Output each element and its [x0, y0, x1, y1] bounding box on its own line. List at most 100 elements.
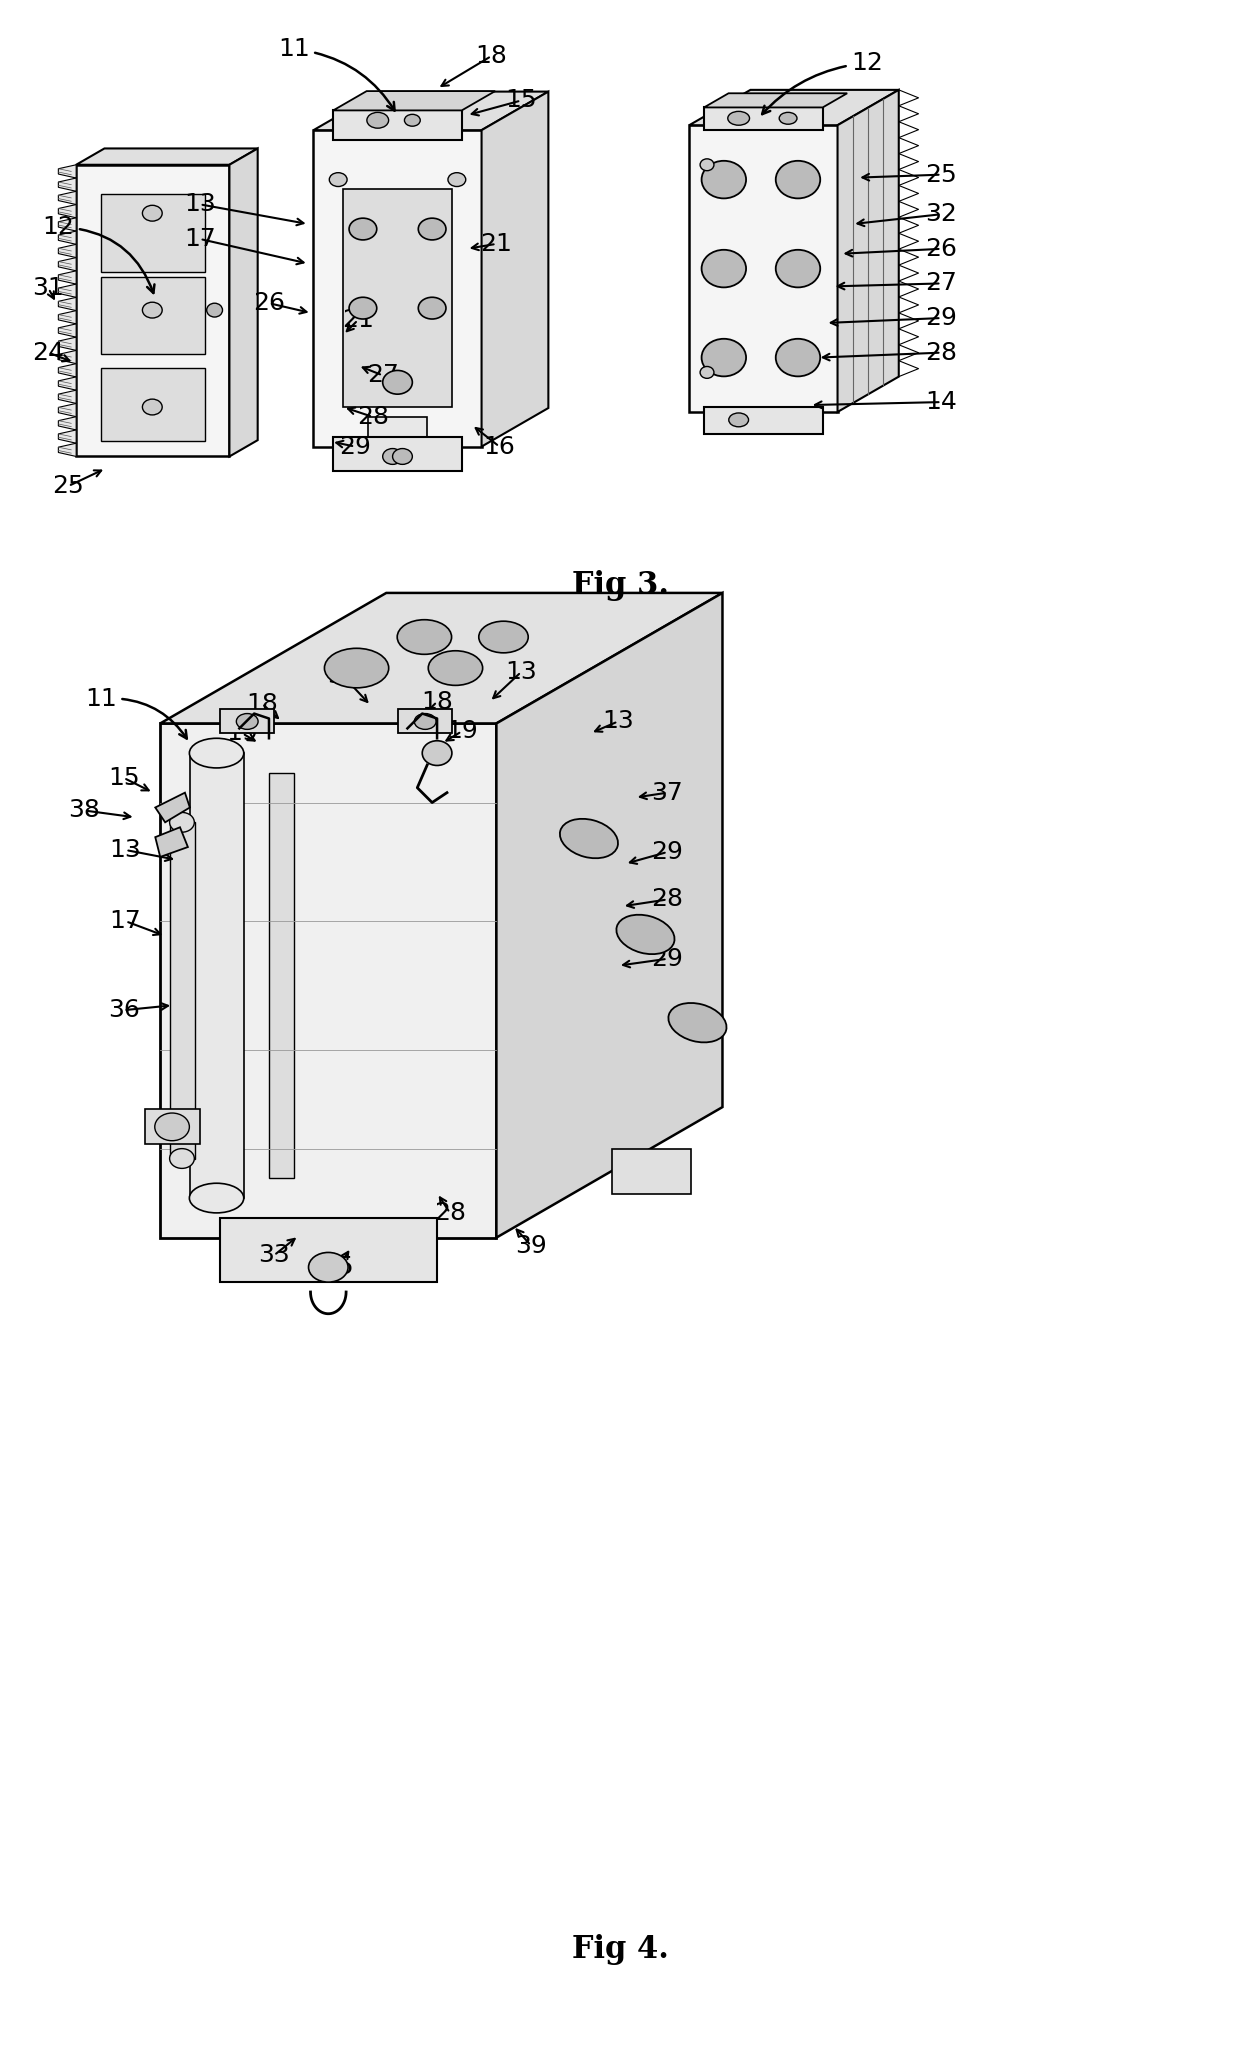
- Bar: [368, 417, 428, 466]
- Polygon shape: [58, 444, 76, 456]
- Text: Fig 4.: Fig 4.: [572, 1935, 668, 1966]
- Text: 38: 38: [68, 799, 100, 822]
- Polygon shape: [58, 403, 76, 417]
- Ellipse shape: [776, 160, 820, 199]
- Polygon shape: [58, 244, 76, 257]
- Ellipse shape: [668, 1002, 727, 1041]
- Polygon shape: [334, 438, 461, 470]
- Ellipse shape: [207, 304, 222, 316]
- Text: 18: 18: [475, 43, 507, 68]
- Polygon shape: [160, 723, 496, 1239]
- Text: 11: 11: [86, 686, 187, 739]
- Polygon shape: [334, 90, 495, 111]
- Polygon shape: [398, 709, 451, 733]
- Text: 16: 16: [484, 435, 516, 458]
- Polygon shape: [145, 1109, 200, 1144]
- Text: 29: 29: [339, 435, 371, 458]
- Ellipse shape: [428, 651, 482, 686]
- Polygon shape: [58, 417, 76, 429]
- Ellipse shape: [414, 713, 436, 729]
- Ellipse shape: [397, 620, 451, 655]
- Polygon shape: [58, 429, 76, 444]
- Ellipse shape: [779, 113, 797, 123]
- Ellipse shape: [237, 713, 258, 729]
- Polygon shape: [58, 164, 76, 179]
- Text: 21: 21: [342, 308, 374, 333]
- Ellipse shape: [330, 173, 347, 187]
- Ellipse shape: [701, 158, 714, 170]
- Polygon shape: [58, 351, 76, 364]
- Polygon shape: [704, 107, 822, 129]
- Polygon shape: [481, 92, 548, 446]
- Bar: [343, 189, 451, 407]
- Text: 14: 14: [925, 390, 957, 415]
- Text: 24: 24: [32, 341, 64, 366]
- Ellipse shape: [367, 113, 388, 127]
- Ellipse shape: [479, 620, 528, 653]
- Text: 15: 15: [506, 88, 537, 113]
- Ellipse shape: [350, 298, 377, 318]
- Text: 28: 28: [651, 887, 683, 912]
- Polygon shape: [704, 92, 847, 107]
- Ellipse shape: [190, 737, 244, 768]
- Polygon shape: [704, 407, 822, 433]
- Text: 12: 12: [42, 216, 155, 294]
- Text: 11: 11: [278, 37, 394, 111]
- Text: 34: 34: [327, 663, 360, 688]
- Polygon shape: [314, 92, 548, 129]
- Text: 37: 37: [651, 781, 683, 805]
- Ellipse shape: [155, 1113, 190, 1140]
- Polygon shape: [58, 218, 76, 230]
- Bar: [100, 368, 205, 442]
- Ellipse shape: [383, 448, 403, 464]
- Text: 25: 25: [925, 162, 957, 187]
- Polygon shape: [76, 148, 258, 164]
- Text: 28: 28: [925, 341, 957, 366]
- Text: 27: 27: [925, 271, 957, 296]
- Text: 39: 39: [515, 1234, 547, 1257]
- Ellipse shape: [423, 741, 451, 766]
- Ellipse shape: [143, 205, 162, 222]
- Polygon shape: [58, 337, 76, 351]
- Ellipse shape: [776, 339, 820, 376]
- Ellipse shape: [190, 1183, 244, 1214]
- Text: 29: 29: [925, 306, 957, 331]
- Text: 12: 12: [763, 51, 883, 115]
- Polygon shape: [58, 298, 76, 310]
- Polygon shape: [219, 709, 274, 733]
- Ellipse shape: [418, 218, 446, 240]
- Text: 29: 29: [651, 947, 683, 972]
- Text: 13: 13: [109, 838, 141, 863]
- Polygon shape: [229, 148, 258, 456]
- Ellipse shape: [143, 398, 162, 415]
- Ellipse shape: [616, 914, 675, 955]
- Polygon shape: [160, 594, 723, 723]
- Ellipse shape: [143, 302, 162, 318]
- Polygon shape: [58, 191, 76, 205]
- Polygon shape: [58, 271, 76, 283]
- Polygon shape: [58, 378, 76, 390]
- Polygon shape: [155, 828, 188, 857]
- Polygon shape: [613, 1150, 692, 1193]
- Ellipse shape: [170, 813, 195, 832]
- Polygon shape: [190, 754, 244, 1197]
- Text: 13: 13: [505, 659, 537, 684]
- Text: 15: 15: [108, 766, 139, 791]
- Ellipse shape: [418, 298, 446, 318]
- Text: 35: 35: [322, 1255, 353, 1280]
- Polygon shape: [58, 310, 76, 325]
- Text: 19: 19: [227, 721, 258, 746]
- Polygon shape: [58, 230, 76, 244]
- Polygon shape: [58, 325, 76, 337]
- Text: 19: 19: [446, 719, 477, 744]
- Text: 32: 32: [925, 201, 957, 226]
- Polygon shape: [58, 179, 76, 191]
- Ellipse shape: [702, 160, 746, 199]
- Polygon shape: [58, 364, 76, 378]
- Polygon shape: [58, 390, 76, 403]
- Ellipse shape: [701, 366, 714, 378]
- Text: 28: 28: [357, 405, 389, 429]
- Ellipse shape: [393, 448, 413, 464]
- Bar: [100, 277, 205, 353]
- Text: 27: 27: [367, 364, 398, 388]
